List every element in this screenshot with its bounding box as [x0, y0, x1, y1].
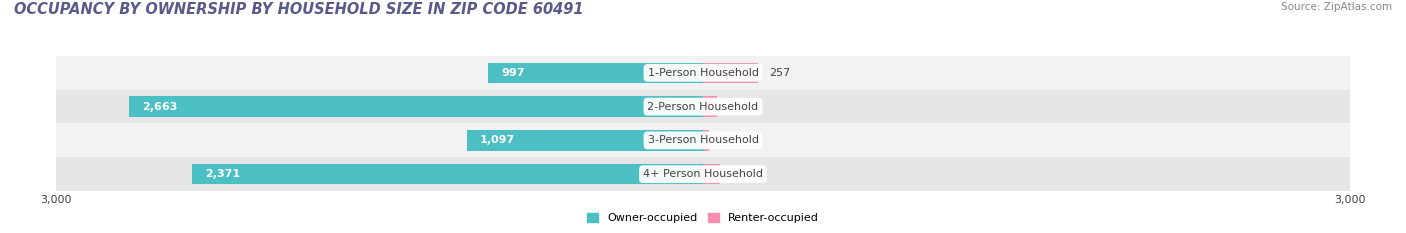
- Text: 3-Person Household: 3-Person Household: [648, 135, 758, 145]
- Text: OCCUPANCY BY OWNERSHIP BY HOUSEHOLD SIZE IN ZIP CODE 60491: OCCUPANCY BY OWNERSHIP BY HOUSEHOLD SIZE…: [14, 2, 583, 17]
- Text: 2-Person Household: 2-Person Household: [647, 102, 759, 112]
- Bar: [703, 164, 720, 184]
- Text: 81: 81: [731, 169, 745, 179]
- Bar: [56, 157, 1350, 191]
- Bar: [467, 130, 703, 151]
- Text: 66: 66: [728, 102, 742, 112]
- Text: 2,371: 2,371: [205, 169, 240, 179]
- Bar: [191, 164, 703, 184]
- Text: 1-Person Household: 1-Person Household: [648, 68, 758, 78]
- Text: 2,663: 2,663: [142, 102, 177, 112]
- Text: 4+ Person Household: 4+ Person Household: [643, 169, 763, 179]
- Text: 1,097: 1,097: [479, 135, 515, 145]
- Bar: [703, 96, 717, 117]
- Bar: [56, 90, 1350, 123]
- Legend: Owner-occupied, Renter-occupied: Owner-occupied, Renter-occupied: [582, 208, 824, 227]
- Text: Source: ZipAtlas.com: Source: ZipAtlas.com: [1281, 2, 1392, 12]
- Bar: [703, 130, 709, 151]
- Text: 28: 28: [720, 135, 734, 145]
- Bar: [703, 63, 758, 83]
- Text: 997: 997: [501, 68, 524, 78]
- Bar: [56, 123, 1350, 157]
- Text: 257: 257: [769, 68, 790, 78]
- Bar: [129, 96, 703, 117]
- Bar: [488, 63, 703, 83]
- Bar: [56, 56, 1350, 90]
